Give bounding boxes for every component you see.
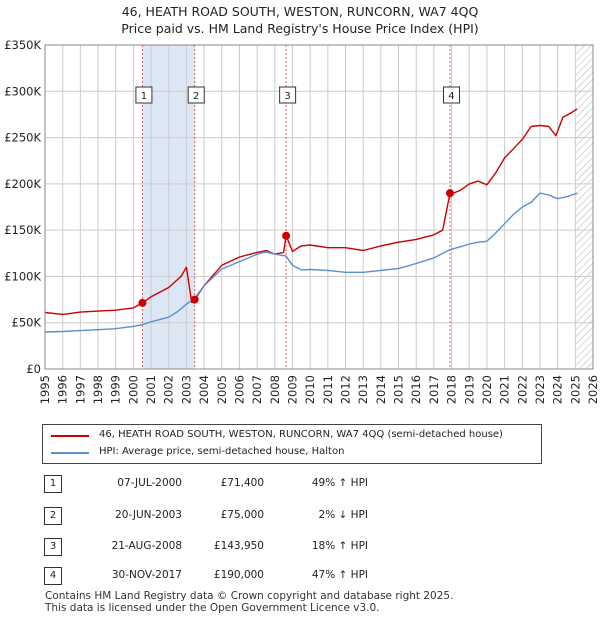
x-tick-label: 2000 (126, 375, 140, 404)
x-tick-label: 2005 (215, 375, 229, 404)
sale-number: 4 (44, 567, 62, 585)
x-tick-label: 2016 (409, 375, 423, 404)
x-tick-label: 1996 (56, 375, 70, 404)
chart-title-line1: 46, HEATH ROAD SOUTH, WESTON, RUNCORN, W… (121, 4, 479, 19)
sale-date: 21-AUG-2008 (111, 540, 182, 552)
y-tick-label: £250K (4, 131, 41, 145)
sale-hpi-change: 47% ↑ HPI (311, 569, 368, 581)
sale-marker-box (187, 86, 205, 104)
x-tick-label: 2020 (480, 375, 494, 404)
y-tick-label: £100K (4, 269, 41, 283)
x-tick-label: 2004 (197, 375, 211, 404)
x-tick-label: 2025 (568, 375, 582, 404)
x-tick-label: 2011 (321, 375, 335, 404)
sale-date: 20-JUN-2003 (115, 509, 182, 521)
sale-point (190, 295, 199, 304)
sale-marker-box (442, 86, 460, 104)
sale-marker-box (279, 86, 297, 104)
footer-copyright: Contains HM Land Registry data © Crown c… (45, 590, 454, 602)
x-tick-label: 2022 (515, 375, 529, 404)
sale-date: 07-JUL-2000 (117, 477, 182, 489)
y-tick-label: £50K (12, 316, 42, 330)
legend: 46, HEATH ROAD SOUTH, WESTON, RUNCORN, W… (42, 424, 542, 464)
legend-label-property: 46, HEATH ROAD SOUTH, WESTON, RUNCORN, W… (99, 429, 503, 440)
sale-marker-label: 2 (193, 91, 199, 102)
sale-price: £75,000 (220, 509, 264, 521)
forecast-hatch-area (575, 45, 593, 369)
x-tick-label: 2002 (162, 375, 176, 404)
x-tick-label: 2023 (533, 375, 547, 404)
sale-price: £71,400 (220, 477, 264, 489)
x-tick-label: 2021 (498, 375, 512, 404)
x-tick-label: 2026 (586, 375, 600, 404)
sale-point (282, 231, 291, 240)
sale-row-4: 4 30-NOV-2017 £190,000 47% ↑ HPI (42, 567, 562, 587)
sale-marker-box (135, 86, 153, 104)
sale-marker-label: 1 (141, 91, 147, 102)
sale-marker-label: 3 (284, 91, 290, 102)
x-tick-label: 2013 (356, 375, 370, 404)
sale-hpi-change: 2% ↓ HPI (318, 509, 368, 521)
sale-marker-label: 4 (448, 91, 454, 102)
x-tick-label: 2010 (303, 375, 317, 404)
x-tick-label: 2015 (392, 375, 406, 404)
sale-row-3: 3 21-AUG-2008 £143,950 18% ↑ HPI (42, 538, 562, 558)
y-tick-label: £200K (4, 177, 41, 191)
x-tick-label: 2001 (144, 375, 158, 404)
y-tick-label: £0 (26, 362, 41, 376)
sale-date: 30-NOV-2017 (111, 569, 182, 581)
sale-point (445, 189, 454, 198)
legend-swatch-property (51, 435, 89, 437)
sale-number: 3 (44, 538, 62, 556)
sale-hpi-change: 18% ↑ HPI (311, 540, 368, 552)
x-tick-label: 2024 (551, 375, 565, 404)
legend-label-hpi: HPI: Average price, semi-detached house,… (99, 446, 345, 457)
price-chart: 1 2 3 4 £0 £50K £100K £150K £200K £250K £300K £350… (4, 38, 600, 404)
x-tick-label: 2006 (232, 375, 246, 404)
x-tick-label: 1998 (91, 375, 105, 404)
x-tick-label: 2007 (250, 375, 264, 404)
y-tick-label: £150K (4, 223, 41, 237)
x-tick-label: 1999 (109, 375, 123, 404)
x-tick-label: 1995 (38, 375, 52, 404)
x-tick-label: 2012 (339, 375, 353, 404)
sale-row-2: 2 20-JUN-2003 £75,000 2% ↓ HPI (42, 507, 562, 527)
legend-swatch-hpi (51, 452, 89, 454)
x-tick-label: 1997 (73, 375, 87, 404)
plot-frame (44, 44, 594, 370)
x-tick-label: 2018 (445, 375, 459, 404)
x-tick-label: 2017 (427, 375, 441, 404)
sale-number: 1 (44, 475, 62, 493)
property-price-line (44, 108, 578, 316)
sale-point (138, 298, 147, 307)
sale-row-1: 1 07-JUL-2000 £71,400 49% ↑ HPI (42, 475, 562, 495)
x-tick-label: 2019 (462, 375, 476, 404)
footer-licence: This data is licensed under the Open Gov… (45, 602, 380, 614)
hpi-line (44, 192, 578, 333)
y-tick-label: £300K (4, 84, 41, 98)
chart-title-line2: Price paid vs. HM Land Registry's House … (121, 21, 479, 36)
sale-price: £190,000 (213, 569, 264, 581)
sale-number: 2 (44, 507, 62, 525)
sale-price: £143,950 (213, 540, 264, 552)
x-tick-label: 2003 (179, 375, 193, 404)
sale-hpi-change: 49% ↑ HPI (311, 477, 368, 489)
y-tick-label: £350K (4, 38, 41, 52)
x-tick-label: 2008 (268, 375, 282, 404)
x-tick-label: 2014 (374, 375, 388, 404)
x-tick-label: 2009 (285, 375, 299, 404)
